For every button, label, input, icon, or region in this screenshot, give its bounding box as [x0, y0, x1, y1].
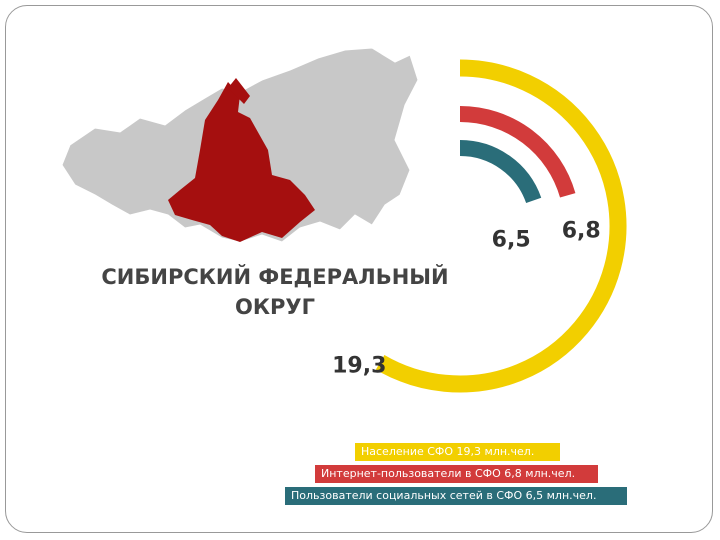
- chart-title: СИБИРСКИЙ ФЕДЕРАЛЬНЫЙ ОКРУГ: [101, 265, 449, 319]
- radial-bar: [459, 140, 542, 204]
- value-label: 6,8: [562, 218, 601, 243]
- legend-entry: Население СФО 19,3 млн.чел.: [355, 443, 560, 461]
- value-label: 6,5: [492, 227, 531, 252]
- slide-frame: [5, 5, 713, 533]
- value-label: 19,3: [332, 353, 386, 378]
- map: [61, 47, 419, 243]
- legend-entry: Пользователи социальных сетей в СФО 6,5 …: [285, 487, 627, 505]
- map-island: [228, 78, 250, 104]
- legend-entry: Интернет-пользователи в СФО 6,8 млн.чел.: [315, 465, 598, 483]
- radial-bar: [375, 59, 627, 393]
- siberia-region: [168, 82, 315, 242]
- radial-bar: [459, 106, 576, 198]
